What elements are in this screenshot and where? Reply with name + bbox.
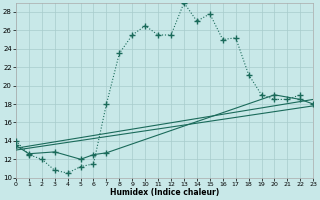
- X-axis label: Humidex (Indice chaleur): Humidex (Indice chaleur): [110, 188, 219, 197]
